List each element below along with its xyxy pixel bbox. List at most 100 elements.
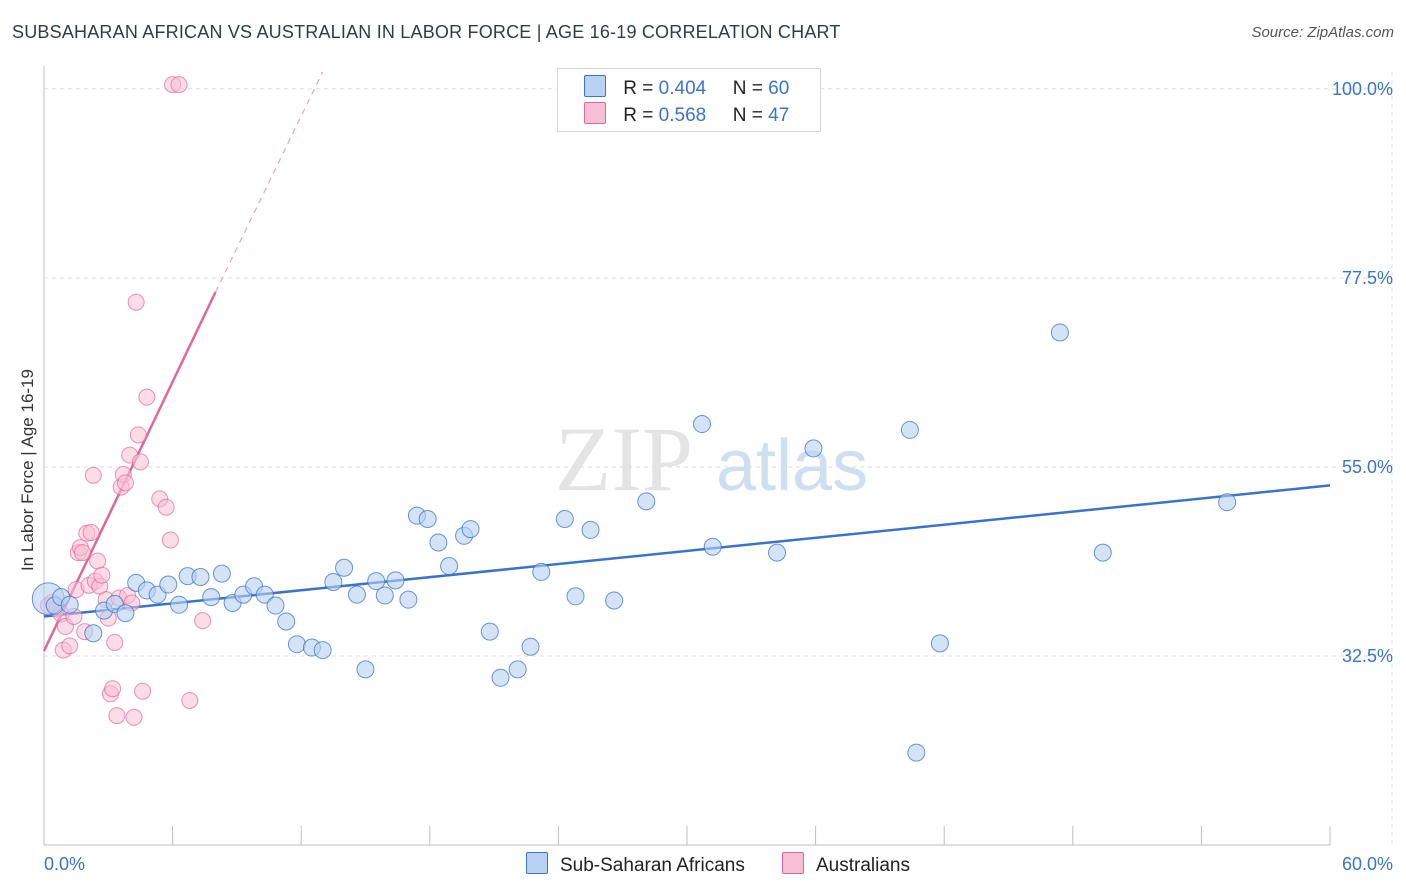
australians-trend-extension: [214, 71, 324, 293]
y-tick-label-3: 100.0%: [1332, 79, 1393, 99]
sub-saharan-point-47: [581, 520, 600, 539]
legend-n-value-blue: 60: [768, 78, 790, 99]
bottom-legend-label-blue: Sub-Saharan Africans: [560, 855, 745, 876]
australians-point-26: [108, 707, 126, 725]
sub-saharan-point-46: [566, 587, 585, 606]
sub-saharan-point-26: [324, 573, 343, 592]
sub-saharan-point-54: [900, 420, 919, 439]
sub-saharan-point-53: [804, 439, 823, 458]
sub-saharan-point-12: [170, 595, 189, 614]
sub-saharan-point-29: [356, 660, 375, 679]
australians-point-37: [131, 453, 149, 471]
sub-saharan-point-58: [1093, 543, 1112, 562]
australians-point-45: [181, 691, 199, 709]
australians-point-36: [129, 426, 147, 444]
sub-saharan-point-59: [1218, 493, 1237, 512]
legend-row-pink: R = 0.568 N = 47: [584, 102, 789, 127]
sub-saharan-point-32: [386, 571, 405, 590]
sub-saharan-point-40: [480, 622, 499, 641]
australians-point-25: [106, 634, 124, 652]
sub-saharan-point-35: [418, 509, 437, 528]
y-tick-labels: 32.5% 55.0% 77.5% 100.0%: [1332, 79, 1393, 666]
australians-point-44: [170, 76, 188, 94]
sub-saharan-point-4: [84, 624, 103, 643]
legend-row-blue: R = 0.404 N = 60: [584, 75, 789, 100]
sub-saharan-point-28: [347, 585, 366, 604]
y-tick-label-1: 55.0%: [1342, 457, 1393, 477]
x-tick-label-0: 0.0%: [44, 854, 85, 874]
sub-saharan-point-11: [159, 575, 178, 594]
watermark-atlas: atlas: [716, 426, 868, 506]
legend-r-label-blue: R =: [623, 78, 654, 99]
sub-saharan-point-55: [907, 743, 926, 762]
australians-point-20: [93, 566, 111, 584]
sub-saharan-point-36: [429, 533, 448, 552]
australians-point-35: [127, 293, 145, 311]
australians-point-15: [82, 523, 100, 541]
australians-trend: [42, 71, 324, 652]
x-tick-labels: 0.0% 60.0%: [44, 854, 1393, 874]
australians-point-6: [61, 637, 79, 655]
legend-r-value-pink: 0.568: [658, 105, 707, 126]
australians-point-18: [89, 552, 107, 570]
australians-point-38: [134, 682, 152, 700]
australians-point-30: [116, 474, 134, 492]
sub-saharan-point-45: [555, 509, 574, 528]
legend-r-label-pink: R =: [623, 105, 654, 126]
sub-saharan-point-56: [930, 634, 949, 653]
legend-n-label-blue: N =: [732, 78, 763, 99]
sub-saharan-point-57: [1050, 323, 1069, 342]
sub-saharan-point-21: [266, 596, 285, 615]
axes: [43, 66, 1331, 846]
y-tick-label-2: 77.5%: [1342, 268, 1393, 288]
bottom-legend-label-pink: Australians: [816, 855, 910, 876]
sub-saharan-point-15: [202, 588, 221, 607]
sub-saharan-point-49: [637, 492, 656, 511]
sub-saharan-point-33: [399, 590, 418, 609]
bottom-legend-swatch-blue: [526, 852, 548, 874]
australians-point-34: [125, 708, 143, 726]
sub-saharan-point-50: [693, 415, 712, 434]
sub-saharan-point-37: [440, 557, 459, 576]
sub-saharan-point-30: [367, 572, 386, 591]
x-tick-label-1: 60.0%: [1342, 854, 1393, 874]
sub-saharan-point-7: [116, 604, 135, 623]
australians-point-11: [74, 544, 92, 562]
y-axis-label: In Labor Force | Age 16-19: [18, 369, 37, 571]
sub-saharan-point-20: [255, 585, 274, 604]
watermark-zip: ZIP: [555, 408, 693, 510]
legend-n-value-pink: 47: [768, 105, 790, 126]
legend-r-value-blue: 0.404: [658, 78, 707, 99]
sub-saharan-point-43: [521, 637, 540, 656]
y-tick-label-0: 32.5%: [1342, 646, 1393, 666]
sub-saharan-point-41: [491, 668, 510, 687]
australians-points: [39, 76, 212, 726]
bottom-legend-pink: Australians: [782, 852, 910, 877]
legend-n-label-pink: N =: [732, 105, 763, 126]
watermark: ZIP atlas: [555, 408, 868, 510]
australians-point-24: [104, 680, 122, 698]
chart-title: SUBSAHARAN AFRICAN VS AUSTRALIAN IN LABO…: [12, 22, 841, 42]
sub-saharan-point-42: [508, 660, 527, 679]
sub-saharan-point-25: [313, 641, 332, 660]
sub-saharan-point-16: [212, 564, 231, 583]
sub-saharan-point-52: [768, 543, 787, 562]
australians-point-46: [194, 612, 212, 630]
sub-saharan-point-23: [287, 635, 306, 654]
sub-saharan-point-14: [191, 567, 210, 586]
stats-legend: R = 0.404 N = 60 R = 0.568 N = 47: [557, 68, 821, 132]
legend-swatch-pink: [584, 102, 606, 124]
sub-saharan-point-48: [605, 591, 624, 610]
sub-saharan-point-31: [375, 586, 394, 605]
sub-saharan-point-22: [277, 612, 296, 631]
australians-point-16: [84, 466, 102, 484]
sub-saharan-points: [31, 323, 1237, 762]
bottom-legend-swatch-pink: [782, 852, 804, 874]
australians-point-42: [161, 531, 179, 549]
sub-saharan-point-3: [60, 595, 79, 614]
legend-swatch-blue: [584, 75, 606, 97]
source-label: Source: ZipAtlas.com: [1251, 24, 1394, 41]
bottom-legend-blue: Sub-Saharan Africans: [526, 852, 745, 877]
sub-saharan-point-44: [532, 562, 551, 581]
